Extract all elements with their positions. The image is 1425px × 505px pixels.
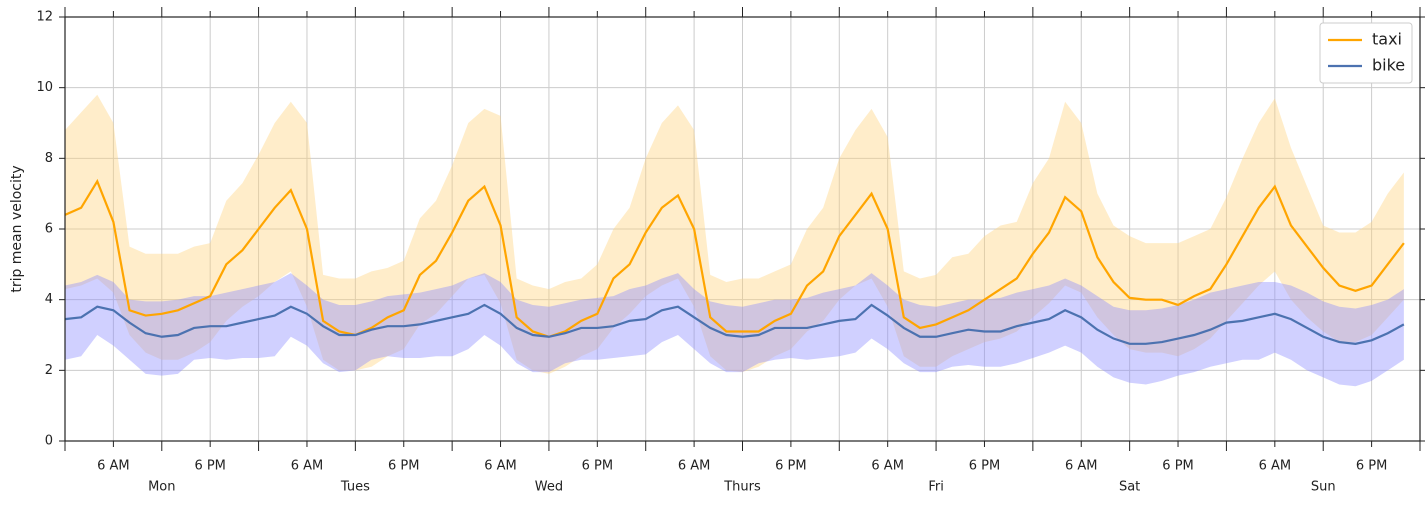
y-axis-label: trip mean velocity [9, 165, 25, 292]
band [65, 273, 1404, 387]
x-tick-label: 6 AM [871, 459, 904, 474]
y-tick-label: 4 [45, 292, 53, 307]
y-tick-label: 10 [36, 80, 53, 95]
day-label: Sat [1119, 480, 1140, 495]
x-tick-label: 6 AM [291, 459, 324, 474]
day-label: Fri [928, 480, 944, 495]
day-label: Thurs [723, 480, 761, 495]
x-tick-label: 6 PM [775, 459, 806, 474]
y-tick-label: 0 [45, 434, 53, 449]
x-tick-label: 6 AM [1065, 459, 1098, 474]
y-tick-label: 6 [45, 222, 53, 237]
x-tick-label: 6 PM [582, 459, 613, 474]
day-label: Tues [340, 480, 370, 495]
legend-box [1319, 22, 1413, 84]
legend-label: bike [1372, 56, 1405, 75]
line [64, 178, 1405, 338]
y-tick-label: 12 [36, 10, 53, 25]
y-tick-label: 8 [45, 151, 53, 166]
line [64, 303, 1405, 345]
day-label: Wed [535, 480, 563, 495]
x-tick-label: 6 PM [969, 459, 1000, 474]
plot-frame [64, 16, 1421, 442]
x-tick-label: 6 AM [97, 459, 130, 474]
x-tick-label: 6 PM [388, 459, 419, 474]
day-label: Mon [148, 480, 175, 495]
legend-label: taxi [1372, 30, 1402, 49]
x-tick-label: 6 PM [194, 459, 225, 474]
y-tick-label: 2 [45, 363, 53, 378]
day-label: Sun [1311, 480, 1336, 495]
band [65, 94, 1404, 374]
x-tick-label: 6 AM [484, 459, 517, 474]
x-tick-label: 6 AM [678, 459, 711, 474]
x-tick-label: 6 PM [1162, 459, 1193, 474]
x-tick-label: 6 AM [1259, 459, 1292, 474]
x-tick-label: 6 PM [1356, 459, 1387, 474]
